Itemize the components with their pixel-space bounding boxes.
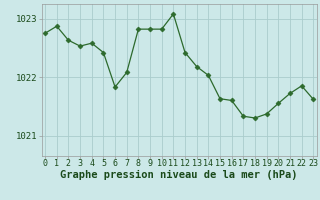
X-axis label: Graphe pression niveau de la mer (hPa): Graphe pression niveau de la mer (hPa)	[60, 170, 298, 180]
